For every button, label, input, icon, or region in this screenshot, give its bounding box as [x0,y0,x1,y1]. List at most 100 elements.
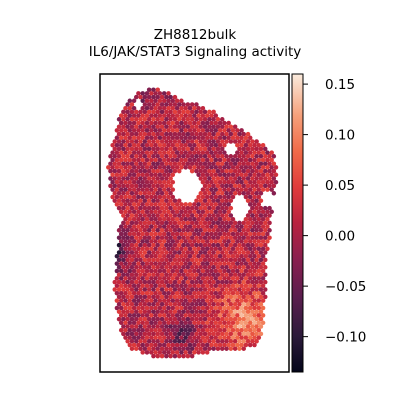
spot [187,283,193,289]
spot [168,94,173,100]
spot [146,117,152,122]
spot [146,279,152,285]
spot [192,128,197,133]
spot [114,179,120,185]
spot [174,128,180,133]
spot [245,294,251,300]
spot [153,231,158,237]
spot [228,294,234,300]
spot [230,224,236,229]
spot [183,320,188,326]
spot [157,261,163,266]
spot [252,276,257,281]
spot [213,246,219,252]
spot [146,302,152,307]
spot [237,146,242,152]
spot [198,235,203,240]
spot [159,131,165,137]
spot [220,191,225,196]
spot [237,154,242,159]
spot [220,220,225,226]
spot [136,187,141,192]
spot [161,290,167,296]
spot [127,150,133,155]
spot [149,91,154,96]
spot [153,172,158,178]
spot [168,339,173,344]
spot [114,194,120,200]
spot [232,331,238,337]
spot [136,298,141,303]
spot [131,268,137,274]
spot [123,157,128,163]
spot [153,113,158,118]
spot [243,239,249,244]
spot [127,342,133,348]
spot [252,172,257,178]
spot [217,268,223,274]
spot [168,146,173,152]
spot [224,302,229,307]
spot [144,335,150,340]
spot [204,187,210,192]
spot [224,309,229,314]
spot [215,117,221,122]
spot [207,161,212,166]
spot [204,135,210,141]
spot [224,154,229,159]
spot [146,198,152,203]
spot [121,242,126,248]
spot [161,120,167,126]
spot [131,335,137,340]
spot [129,124,135,129]
spot [157,239,163,244]
spot [243,268,249,274]
spot [144,165,150,170]
spot [123,194,128,200]
spot [217,239,223,244]
spot [192,113,197,118]
spot [181,220,186,226]
spot [138,124,143,129]
spot [131,98,137,104]
spot [232,191,238,196]
spot [168,272,173,277]
spot [209,261,214,266]
spot [228,198,234,203]
spot [245,242,251,248]
spot [215,131,221,137]
spot [151,220,156,226]
spot [215,191,221,196]
spot [121,272,126,277]
spot [159,257,165,263]
spot [149,313,154,318]
spot [222,135,227,141]
spot [138,205,143,211]
spot [222,313,227,318]
spot [189,287,195,292]
spot [123,305,128,311]
spot [161,128,167,133]
spot [177,257,182,263]
spot [179,165,184,170]
spot [198,346,203,351]
spot [129,324,135,329]
spot [155,102,160,107]
spot [183,231,188,237]
spot [239,187,244,192]
spot [226,253,231,259]
spot [127,187,133,192]
spot [207,191,212,196]
spot [211,316,216,322]
spot [213,157,219,163]
spot [200,305,206,311]
spot [164,161,169,166]
spot [215,213,221,218]
spot [185,213,191,218]
spot [123,142,128,148]
spot [183,142,188,148]
spot [181,131,186,137]
spot [235,268,240,274]
spot [127,335,133,340]
spot [263,176,268,181]
